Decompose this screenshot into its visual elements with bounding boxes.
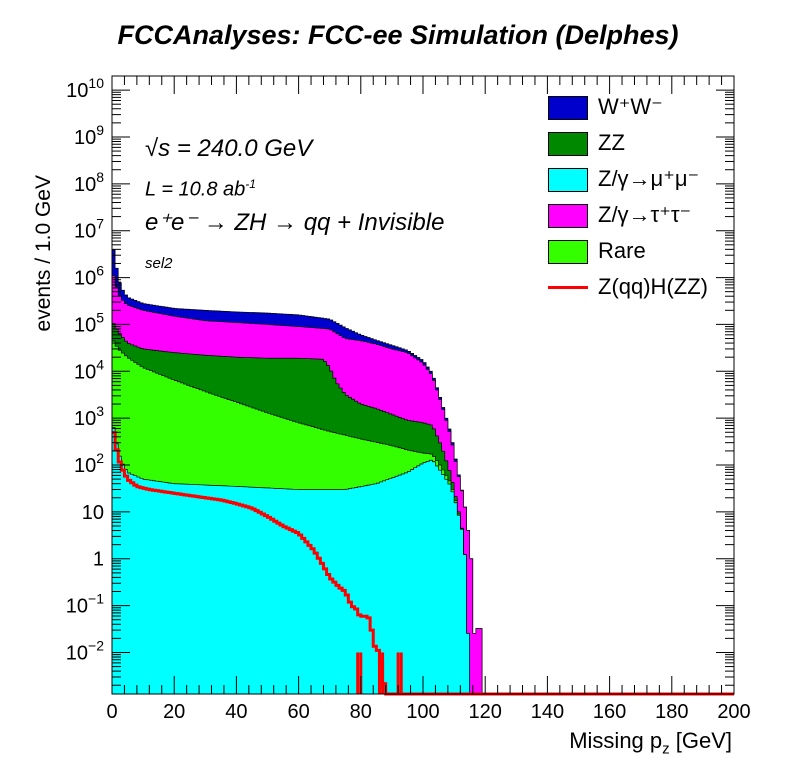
x-tick-label-0: 0 (106, 701, 117, 723)
legend-swatch-mumu (548, 168, 588, 192)
legend-label-tautau: Z/γ→τ⁺τ⁻ (598, 202, 692, 227)
x-tick-label-2: 40 (225, 701, 247, 723)
x-tick-label-5: 100 (406, 701, 439, 723)
legend-swatch-signal (548, 286, 588, 289)
x-axis-label-unit: [GeV] (669, 728, 732, 753)
y-tick-label-5: 105 (74, 309, 104, 336)
legend-label-rare: Rare (598, 238, 646, 263)
lumi-exp: -1 (245, 177, 256, 191)
x-axis-label: Missing pz [GeV] (569, 728, 732, 757)
legend-label-signal: Z(qq)H(ZZ) (598, 274, 708, 299)
y-tick-label-10: 1 (93, 549, 104, 571)
x-axis-label-main: Missing p (569, 728, 663, 753)
y-tick-label-6: 104 (74, 356, 104, 383)
x-tick-label-7: 140 (531, 701, 564, 723)
y-tick-label-11: 10−1 (66, 591, 104, 618)
x-tick-label-1: 20 (163, 701, 185, 723)
legend-label-mumu: Z/γ→μ⁺μ⁻ (598, 166, 700, 191)
y-tick-label-1: 109 (74, 122, 104, 149)
x-axis-label-sub: z (662, 740, 670, 758)
y-tick-label-12: 10−2 (66, 637, 104, 664)
x-tick-label-8: 160 (593, 701, 626, 723)
x-axis-ticks: 0 20 40 60 80 100 120 140 160 180 200 (106, 76, 751, 723)
selection-annotation: sel2 (145, 255, 173, 272)
legend-swatch-ww (548, 96, 588, 120)
legend-swatch-zz (548, 132, 588, 156)
legend-label-ww: W⁺W⁻ (598, 94, 663, 119)
y-tick-label-4: 106 (74, 263, 104, 290)
y-tick-label-0: 1010 (66, 75, 104, 102)
y-tick-label-2: 108 (74, 169, 104, 196)
legend-label-zz: ZZ (598, 130, 625, 155)
x-tick-label-10: 200 (717, 701, 750, 723)
legend-swatch-tautau (548, 204, 588, 228)
x-tick-label-9: 180 (655, 701, 688, 723)
chart-title: FCCAnalyses: FCC-ee Simulation (Delphes) (117, 20, 679, 50)
y-tick-label-8: 102 (74, 450, 104, 477)
x-tick-label-4: 80 (350, 701, 372, 723)
process-annotation: e⁺e⁻ → ZH → qq + Invisible (145, 209, 445, 236)
y-axis-label-wrap: events / 1.0 GeV (32, 175, 56, 331)
sqrt-s-annotation: √s = 240.0 GeV (145, 135, 312, 163)
y-axis-label: events / 1.0 GeV (32, 175, 55, 332)
y-tick-label-9: 10 (82, 502, 104, 524)
lumi-text: L = 10.8 ab (145, 178, 246, 201)
y-tick-label-7: 103 (74, 403, 104, 430)
sqrt-s-text: s = 240.0 GeV (158, 135, 313, 162)
y-tick-label-3: 107 (74, 216, 104, 243)
x-tick-label-3: 60 (287, 701, 309, 723)
luminosity-annotation: L = 10.8 ab-1 (145, 177, 256, 202)
legend-swatch-rare (548, 240, 588, 264)
x-tick-label-6: 120 (469, 701, 502, 723)
stack-fills (111, 249, 734, 695)
sqrt-symbol: √ (145, 135, 159, 162)
